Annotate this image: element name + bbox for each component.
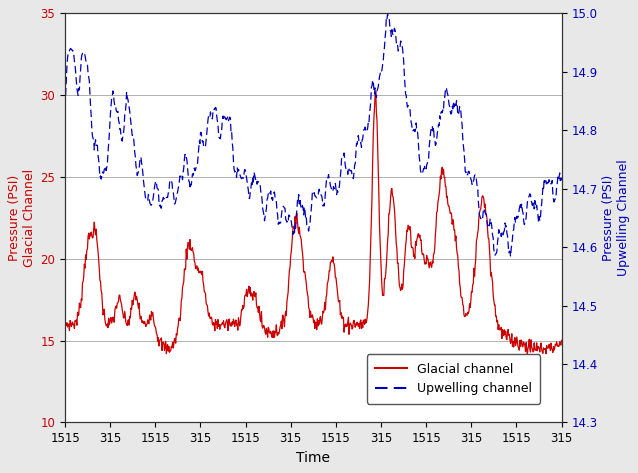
X-axis label: Time: Time xyxy=(296,451,330,464)
Legend: Glacial channel, Upwelling channel: Glacial channel, Upwelling channel xyxy=(367,354,540,404)
Y-axis label: Pressure (PSI)
Upwelling Channel: Pressure (PSI) Upwelling Channel xyxy=(602,159,630,276)
Y-axis label: Pressure (PSI)
Glacial Channel: Pressure (PSI) Glacial Channel xyxy=(8,169,36,267)
